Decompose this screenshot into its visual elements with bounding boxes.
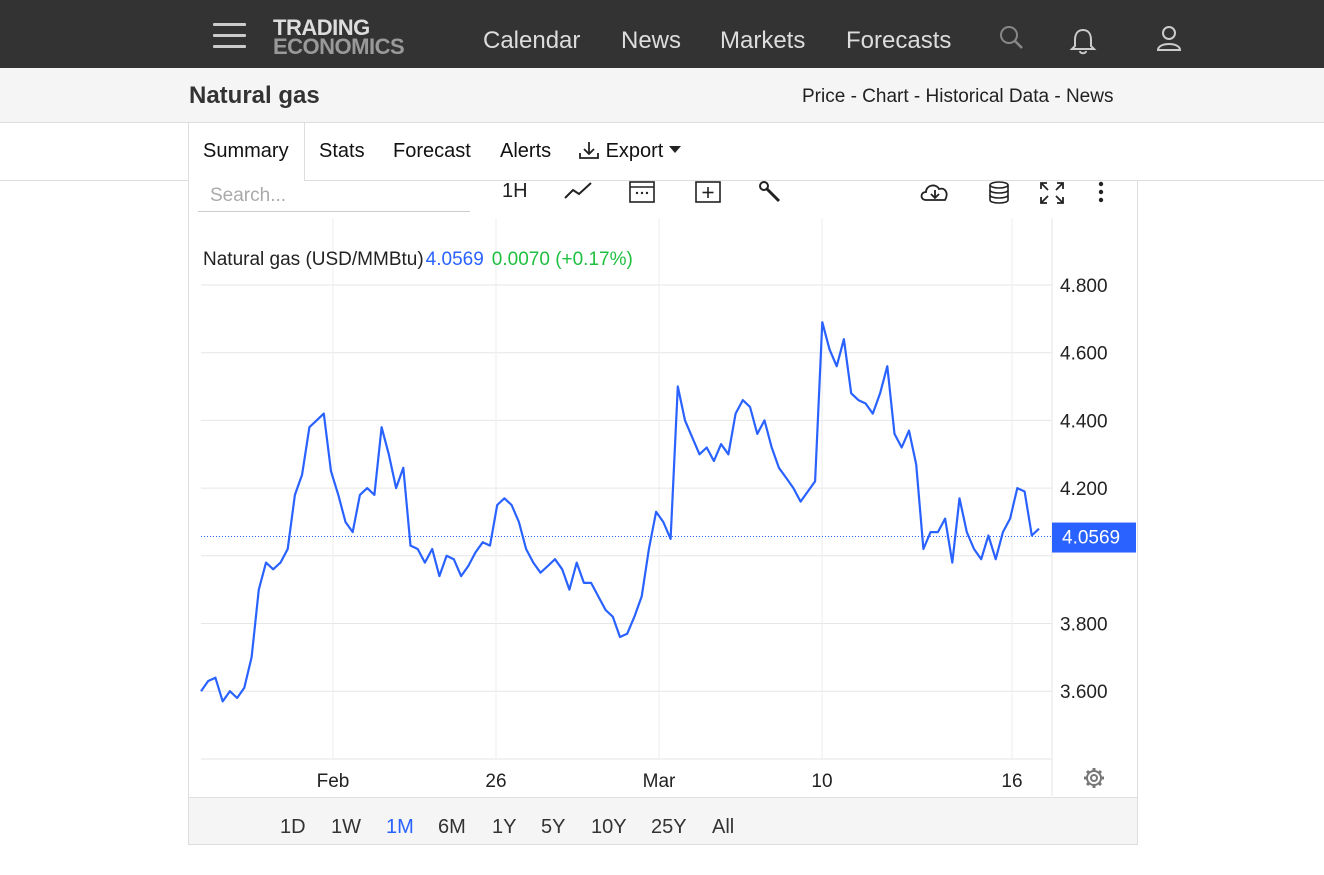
- top-navigation-bar: TRADING ECONOMICS Calendar News Markets …: [0, 0, 1324, 68]
- settings-icon[interactable]: [1084, 768, 1104, 788]
- section-links[interactable]: Price - Chart - Historical Data - News: [802, 86, 1114, 107]
- logo-line-2: ECONOMICS: [273, 34, 405, 59]
- y-tick-label: 4.200: [1060, 479, 1108, 500]
- range-1y[interactable]: 1Y: [492, 816, 517, 838]
- interval-selector[interactable]: 1H: [502, 180, 528, 202]
- line-chart-icon[interactable]: [563, 180, 593, 202]
- tab-export[interactable]: Export: [578, 140, 681, 163]
- tab-export-label: Export: [605, 140, 664, 162]
- menu-icon[interactable]: [213, 23, 246, 49]
- page-header: Natural gas Price - Chart - Historical D…: [0, 68, 1324, 123]
- price-chart[interactable]: 4.800 4.600 4.400 4.200 3.800 3.600 Feb 26 Mar 1…: [189, 218, 1137, 796]
- nav-news[interactable]: News: [621, 27, 682, 54]
- tab-forecast[interactable]: Forecast: [393, 140, 471, 162]
- tab-summary[interactable]: Summary: [203, 140, 289, 162]
- x-tick-label: 10: [811, 771, 832, 792]
- wrench-icon[interactable]: [757, 180, 785, 206]
- natural-gas-series-line: [200, 321, 1040, 703]
- caret-down-icon: [668, 146, 681, 153]
- legend-change: 0.0070 (+0.17%): [491, 249, 633, 270]
- legend-price: 4.0569: [425, 249, 484, 270]
- range-6m[interactable]: 6M: [438, 816, 466, 838]
- chart-panel: [188, 181, 1138, 845]
- database-icon[interactable]: [986, 180, 1012, 206]
- add-indicator-icon[interactable]: [694, 180, 722, 204]
- range-1d[interactable]: 1D: [280, 816, 306, 838]
- x-tick-label: Feb: [317, 771, 350, 792]
- nav-forecasts[interactable]: Forecasts: [846, 27, 952, 54]
- chart-search-input[interactable]: [198, 181, 470, 212]
- download-icon: [579, 142, 599, 159]
- range-all[interactable]: All: [712, 816, 735, 838]
- legend-series-name: Natural gas (USD/MMBtu): [203, 249, 424, 270]
- x-tick-label: 26: [485, 771, 506, 792]
- x-tick-label: Mar: [643, 771, 676, 792]
- nav-markets[interactable]: Markets: [720, 27, 806, 54]
- bell-icon[interactable]: [1069, 26, 1097, 56]
- range-1w[interactable]: 1W: [331, 816, 361, 838]
- chart-legend: Natural gas (USD/MMBtu) 4.0569 0.0070 (+0.…: [203, 249, 633, 271]
- calendar-icon[interactable]: [628, 180, 656, 204]
- user-icon[interactable]: [1155, 24, 1183, 54]
- y-tick-label: 4.400: [1060, 411, 1108, 432]
- range-5y[interactable]: 5Y: [541, 816, 566, 838]
- range-1m[interactable]: 1M: [386, 816, 414, 838]
- y-tick-label: 4.800: [1060, 276, 1108, 297]
- logo-line-1: TRADING: [273, 15, 370, 40]
- range-25y[interactable]: 25Y: [651, 816, 687, 838]
- nav-calendar[interactable]: Calendar: [483, 27, 581, 54]
- trading-economics-logo[interactable]: TRADING ECONOMICS: [273, 15, 405, 59]
- x-tick-label: 16: [1001, 771, 1022, 792]
- page-title: Natural gas: [189, 82, 320, 109]
- cloud-download-icon[interactable]: [918, 180, 952, 204]
- y-tick-label: 3.600: [1060, 682, 1108, 703]
- last-price-tag: [1052, 522, 1136, 553]
- tab-alerts[interactable]: Alerts: [500, 140, 552, 162]
- time-range-bar: 1D 1W 1M 6M 1Y 5Y 10Y 25Y All: [189, 797, 1137, 844]
- more-options-icon[interactable]: [1094, 180, 1108, 206]
- tab-stats[interactable]: Stats: [319, 140, 365, 162]
- fullscreen-icon[interactable]: [1038, 180, 1066, 206]
- tab-summary-bg: [188, 123, 305, 182]
- range-10y[interactable]: 10Y: [591, 816, 627, 838]
- y-tick-label: 4.600: [1060, 344, 1108, 365]
- y-tick-label: 3.800: [1060, 615, 1108, 636]
- search-icon[interactable]: [998, 24, 1026, 52]
- tabs-row: Summary Stats Forecast Alerts Export: [0, 123, 1324, 182]
- last-price-label: 4.0569: [1062, 528, 1120, 549]
